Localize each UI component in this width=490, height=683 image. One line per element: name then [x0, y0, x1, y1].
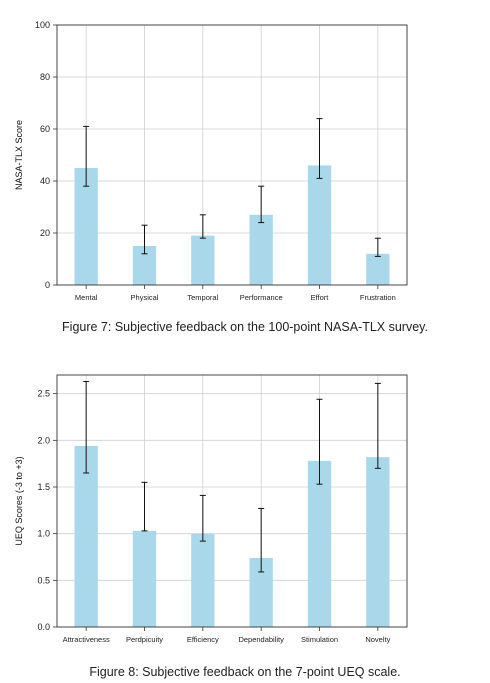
bar	[132, 530, 157, 627]
y-tick-label: 100	[35, 20, 50, 30]
x-tick-label: Attractiveness	[63, 635, 110, 644]
x-tick-label: Performance	[240, 293, 283, 302]
bar	[191, 235, 215, 285]
bar	[249, 214, 273, 285]
bar	[74, 168, 98, 285]
plot-frame	[56, 374, 408, 628]
figure-8-caption: Figure 8: Subjective feedback on the 7-p…	[89, 665, 401, 679]
x-tick-label: Perdpicuity	[126, 635, 163, 644]
y-axis-label: UEQ Scores (-3 to +3)	[14, 456, 24, 545]
y-tick-label: 0.0	[37, 622, 50, 632]
y-tick-label: 2.5	[37, 389, 50, 399]
x-tick-label: Mental	[75, 293, 98, 302]
y-tick-label: 0.5	[37, 575, 50, 585]
x-tick-label: Physical	[131, 293, 159, 302]
bar	[74, 445, 98, 627]
x-tick-label: Temporal	[187, 293, 218, 302]
figure-7-caption: Figure 7: Subjective feedback on the 100…	[62, 320, 428, 334]
x-tick-label: Effort	[311, 293, 330, 302]
y-axis-label: NASA-TLX Score	[14, 120, 24, 190]
y-tick-label: 80	[40, 72, 50, 82]
y-tick-label: 40	[40, 176, 50, 186]
bar	[366, 253, 390, 285]
x-tick-label: Efficiency	[187, 635, 219, 644]
y-tick-label: 1.5	[37, 482, 50, 492]
plot-frame	[56, 24, 408, 286]
bar	[249, 557, 273, 627]
x-tick-label: Novelty	[365, 635, 390, 644]
x-tick-label: Dependability	[238, 635, 284, 644]
bar	[132, 246, 157, 285]
bar	[366, 457, 390, 627]
y-tick-label: 60	[40, 124, 50, 134]
ueq-chart: 0.0 0.5 1.0 1.5 2.0 2.5 Attractiveness Perdpicu…	[14, 374, 408, 644]
x-tick-label: Stimulation	[301, 635, 338, 644]
bar	[307, 165, 332, 285]
y-tick-label: 0	[45, 280, 50, 290]
nasa-tlx-chart: 0 20 40 60 80 100 Mental Physical Temporal Perfor…	[14, 20, 408, 302]
x-tick-label: Frustration	[360, 293, 396, 302]
y-tick-label: 20	[40, 228, 50, 238]
y-tick-label: 2.0	[37, 435, 50, 445]
y-tick-label: 1.0	[37, 529, 50, 539]
bar	[307, 460, 332, 627]
bar	[191, 533, 215, 627]
